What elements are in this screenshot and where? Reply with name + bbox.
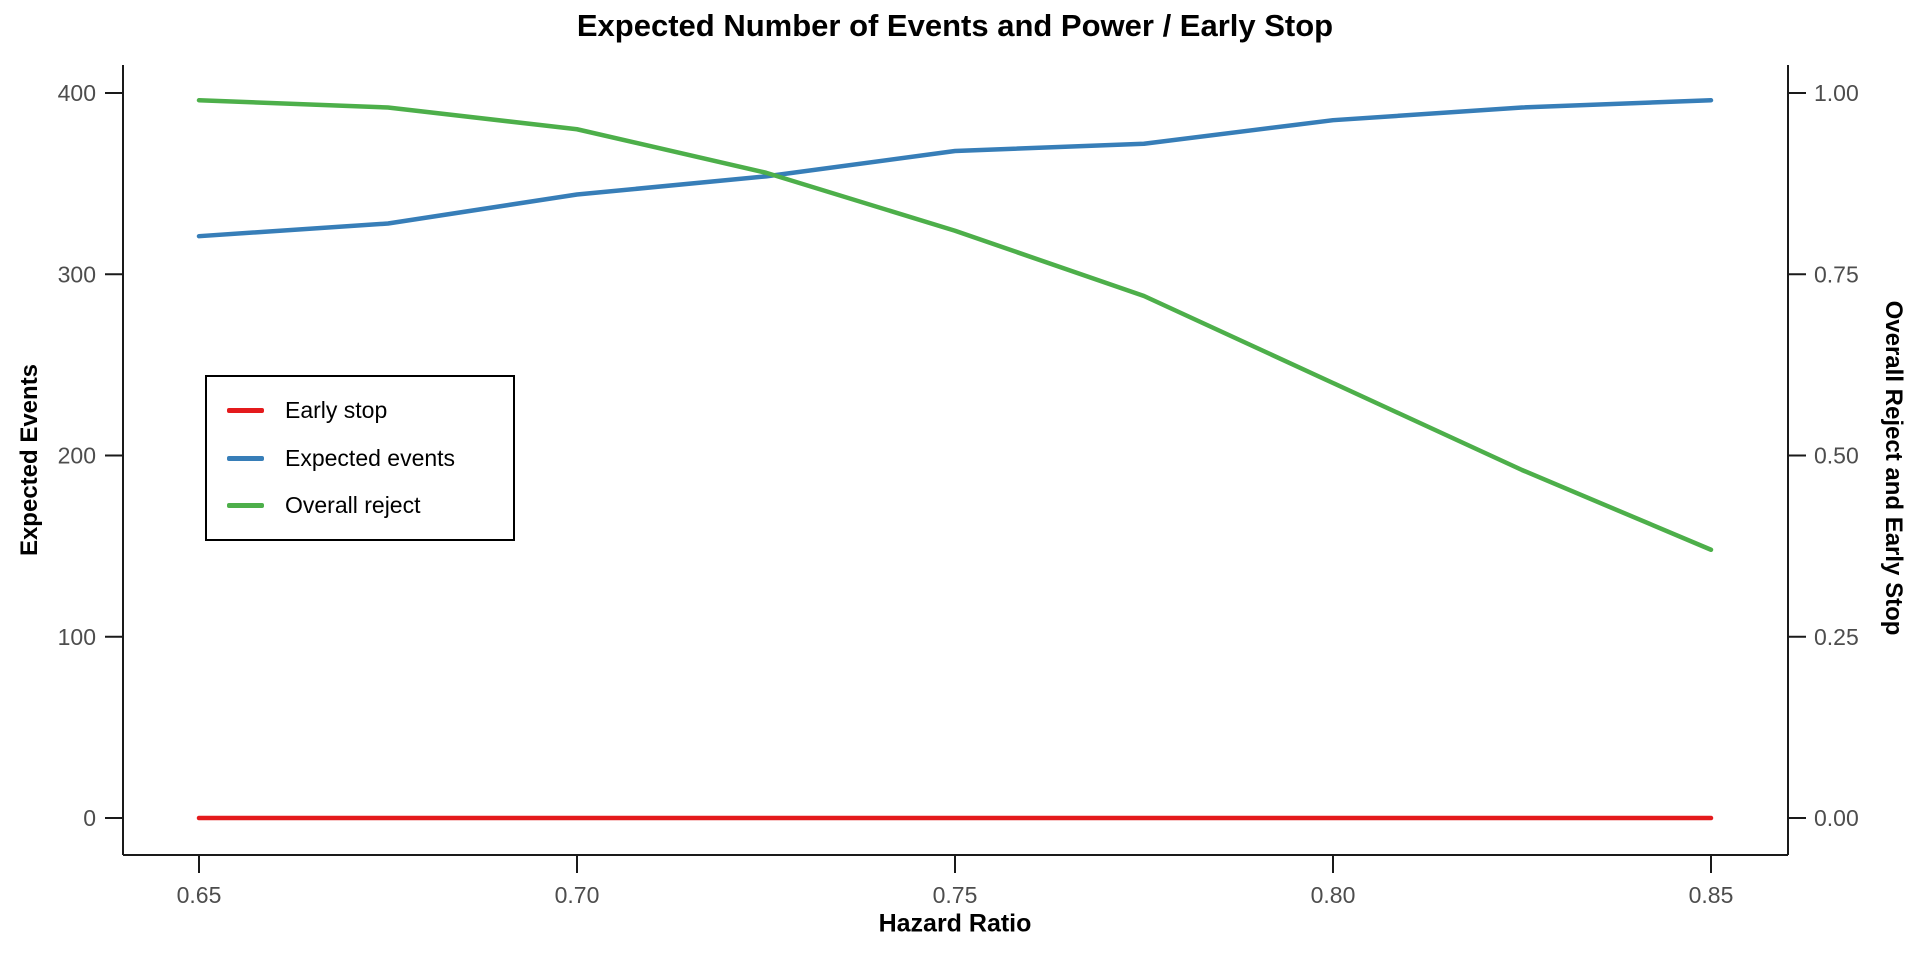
y-axis-left-tick-label: 0: [83, 805, 96, 831]
series-line-expected-events: [196, 98, 1714, 239]
legend-label: Overall reject: [285, 491, 421, 518]
x-axis-title: Hazard Ratio: [878, 909, 1032, 938]
y-axis-right-tick-label: 0.25: [1814, 624, 1859, 650]
y-axis-left-tick-label: 400: [58, 80, 96, 106]
legend-label: Early stop: [285, 397, 388, 424]
legend-item: Expected events: [227, 445, 513, 472]
x-axis-tick-label: 0.75: [933, 882, 978, 908]
legend-item: Early stop: [227, 397, 513, 424]
y-axis-left-tick-label: 300: [58, 261, 96, 287]
x-axis-tick-label: 0.80: [1311, 882, 1356, 908]
legend: Early stop Expected events Overall reject: [205, 375, 515, 541]
y-axis-left-tick-label: 100: [58, 624, 96, 650]
x-axis-tick-label: 0.70: [555, 882, 600, 908]
legend-line-swatch: [227, 502, 264, 508]
y-axis-left-tick-label: 200: [58, 443, 96, 469]
y-axis-right-tick-label: 1.00: [1814, 80, 1859, 106]
chart-title: Expected Number of Events and Power / Ea…: [576, 8, 1334, 43]
x-axis-tick-label: 0.85: [1689, 882, 1734, 908]
legend-label: Expected events: [285, 444, 456, 471]
y-axis-right-tick-label: 0.75: [1814, 261, 1859, 287]
series-line-overall-reject: [196, 98, 1714, 552]
x-axis-tick-label: 0.65: [177, 882, 222, 908]
legend-line-swatch: [227, 408, 264, 414]
y-axis-right-tick-label: 0.00: [1814, 805, 1859, 831]
legend-item: Overall reject: [227, 492, 513, 519]
legend-line-swatch: [227, 455, 264, 461]
y-axis-right-tick-label: 0.50: [1814, 443, 1859, 469]
